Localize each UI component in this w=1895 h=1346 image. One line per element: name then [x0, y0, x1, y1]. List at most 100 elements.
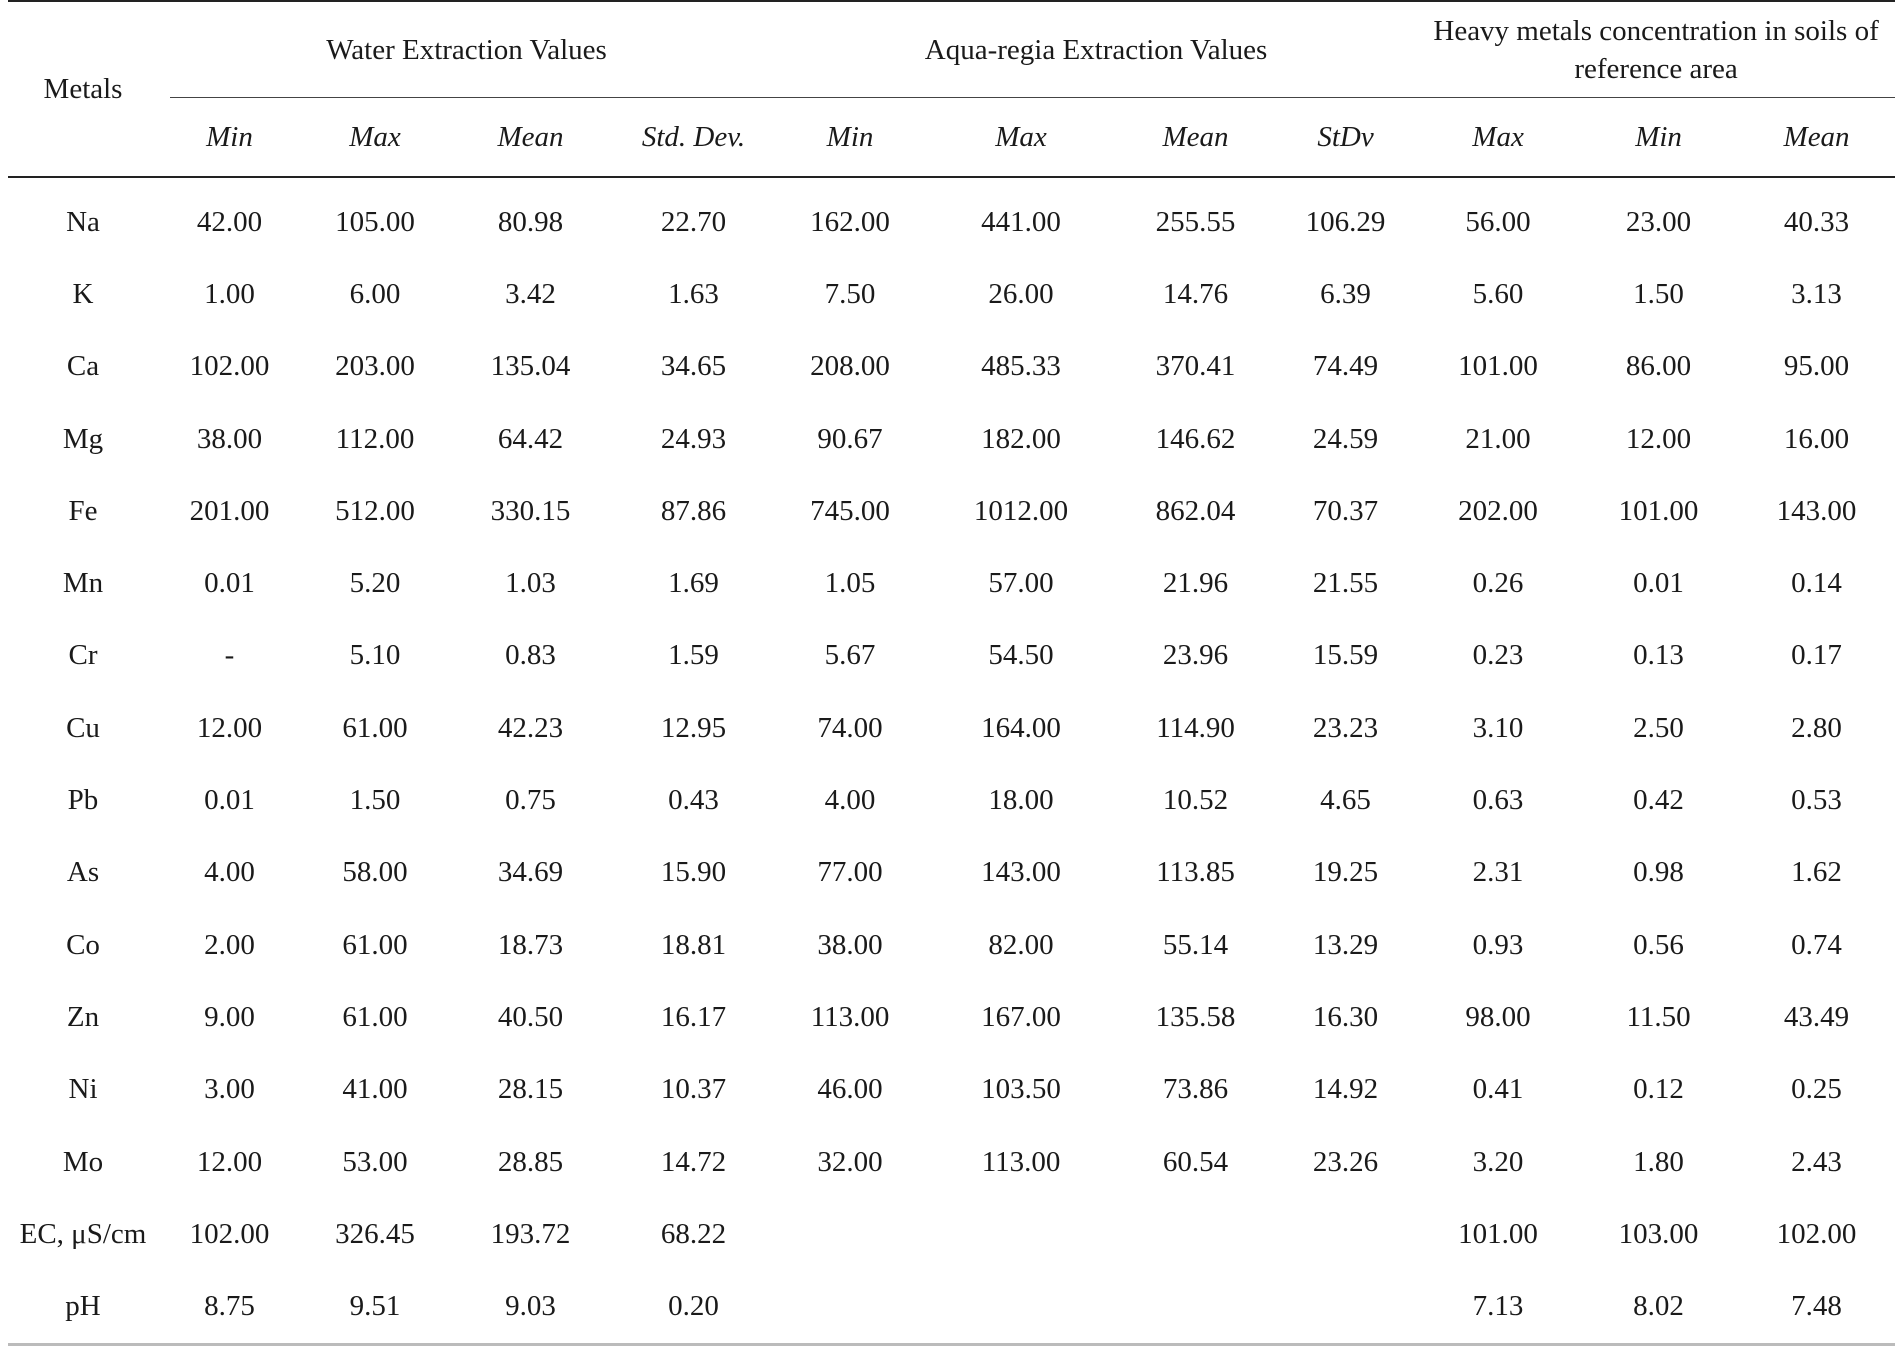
value-cell: 4.00 — [204, 856, 255, 889]
water-extraction-group-header: Water Extraction Values — [158, 0, 776, 99]
value-cell: 13.29 — [1312, 928, 1379, 961]
value-cell: 135.04 — [490, 350, 571, 383]
value-cell: 0.83 — [505, 639, 556, 672]
value-cell: 12.00 — [1625, 422, 1692, 455]
value-cell: 1.69 — [668, 567, 719, 600]
value-cell: 86.00 — [1625, 350, 1692, 383]
value-cell: 34.69 — [497, 856, 564, 889]
aqua-regia-group-header: Aqua-regia Extraction Values — [775, 0, 1418, 99]
table-body: Na 42.00 105.00 80.98 22.70 162.00 441.00 255.5… — [8, 177, 1895, 1346]
value-cell: 4.65 — [1320, 784, 1371, 817]
column-header: Std. Dev. — [641, 120, 746, 153]
value-cell: 370.41 — [1155, 350, 1236, 383]
value-cell: 105.00 — [335, 205, 415, 238]
value-cell: 74.00 — [817, 711, 883, 744]
header-row-groups: Metals Water Extraction Values Aqua-regi… — [8, 0, 1895, 177]
column-header: Mean — [1162, 120, 1229, 153]
value-cell: 0.01 — [204, 567, 255, 600]
table-row: Pb 0.01 1.50 0.75 0.43 4.00 18.00 10.52 4.65 0.63… — [8, 764, 1895, 836]
value-cell: 2.00 — [204, 928, 255, 961]
value-cell: 74.49 — [1312, 350, 1379, 383]
metal-name-cell: Mo — [62, 1145, 104, 1178]
value-cell: 0.01 — [204, 784, 255, 817]
value-cell: 41.00 — [342, 1073, 408, 1106]
value-cell: 23.00 — [1625, 205, 1692, 238]
value-cell: 18.73 — [497, 928, 564, 961]
metal-name-cell: As — [66, 856, 100, 889]
value-cell: 80.98 — [497, 205, 564, 238]
value-cell: 61.00 — [342, 928, 408, 961]
metal-name-cell: Mn — [62, 567, 104, 600]
value-cell: 60.54 — [1162, 1145, 1229, 1178]
value-cell: 77.00 — [817, 856, 883, 889]
value-cell: 38.00 — [817, 928, 883, 961]
value-cell: 862.04 — [1155, 494, 1236, 527]
value-cell: 57.00 — [988, 567, 1054, 600]
value-cell: 0.25 — [1791, 1073, 1842, 1106]
value-cell: 21.55 — [1312, 567, 1379, 600]
value-cell: 0.01 — [1633, 567, 1684, 600]
value-cell: 7.48 — [1738, 1270, 1895, 1346]
value-cell: 102.00 — [189, 1217, 270, 1250]
value-cell: 82.00 — [988, 928, 1054, 961]
value-cell: 114.90 — [1156, 711, 1235, 744]
value-cell: 0.23 — [1472, 639, 1524, 672]
table-row: K 1.00 6.00 3.42 1.63 7.50 26.00 14.76 6.39 5.60 1… — [8, 258, 1895, 330]
value-cell: 10.37 — [660, 1073, 727, 1106]
value-cell: 53.00 — [342, 1145, 408, 1178]
value-cell: 106.29 — [1305, 205, 1386, 238]
value-cell: 16.17 — [660, 1000, 727, 1033]
value-cell: 22.70 — [660, 205, 727, 238]
value-cell: 102.00 — [189, 350, 270, 383]
value-cell: 1.00 — [204, 277, 255, 310]
header-row-columns: Min Max Mean Std. Dev. Min Max Mean StDv… — [8, 98, 1895, 177]
value-cell: 0.20 — [612, 1270, 776, 1346]
value-cell: 0.17 — [1791, 639, 1842, 672]
value-cell: 55.14 — [1162, 928, 1229, 961]
value-cell: 9.51 — [301, 1270, 449, 1346]
value-cell: 14.72 — [660, 1145, 727, 1178]
value-cell: 143.00 — [1776, 494, 1857, 527]
value-cell: 0.26 — [1472, 567, 1524, 600]
value-cell: 102.00 — [1776, 1217, 1857, 1250]
column-header: Min — [1635, 120, 1682, 153]
table-row: Cr - 5.10 0.83 1.59 5.67 54.50 23.96 15.59 0.23 0.… — [8, 620, 1895, 692]
value-cell: 101.00 — [1458, 350, 1538, 383]
value-cell: 42.00 — [196, 205, 263, 238]
value-cell: 9.00 — [204, 1000, 255, 1033]
table-row: EC, μS/cm 102.00 326.45 193.72 68.22 101.00 10… — [8, 1198, 1895, 1270]
value-cell: 16.30 — [1312, 1000, 1379, 1033]
value-cell: 3.10 — [1472, 711, 1524, 744]
value-cell: 2.31 — [1472, 856, 1524, 889]
value-cell: 113.85 — [1156, 856, 1235, 889]
value-cell: 1.05 — [824, 567, 876, 600]
value-cell — [925, 1198, 1117, 1270]
value-cell: 1.63 — [668, 277, 719, 310]
table-row: Ca 102.00 203.00 135.04 34.65 208.00 485.33 370… — [8, 331, 1895, 403]
value-cell: 43.49 — [1783, 1000, 1850, 1033]
metals-column-header: Metals — [8, 0, 158, 177]
value-cell: 5.10 — [349, 639, 401, 672]
value-cell: 1012.00 — [973, 494, 1069, 527]
table-row: Co 2.00 61.00 18.73 18.81 38.00 82.00 55.14 13.2… — [8, 909, 1895, 981]
value-cell: 23.96 — [1162, 639, 1229, 672]
value-cell: 2.43 — [1791, 1145, 1842, 1178]
value-cell: 0.53 — [1791, 784, 1842, 817]
value-cell: 146.62 — [1155, 422, 1236, 455]
value-cell: 40.50 — [497, 1000, 564, 1033]
value-cell — [775, 1270, 926, 1346]
column-header: Min — [206, 120, 253, 153]
value-cell: 24.59 — [1312, 422, 1379, 455]
table-row: Ni 3.00 41.00 28.15 10.37 46.00 103.50 73.86 14.… — [8, 1054, 1895, 1126]
value-cell: 12.00 — [196, 711, 263, 744]
value-cell: 1.80 — [1633, 1145, 1684, 1178]
value-cell: 113.00 — [981, 1145, 1061, 1178]
column-header: Max — [349, 120, 401, 153]
value-cell: 12.95 — [660, 711, 727, 744]
value-cell: 203.00 — [335, 350, 415, 383]
value-cell: 18.00 — [988, 784, 1054, 817]
table-row: Mg 38.00 112.00 64.42 24.93 90.67 182.00 146.62… — [8, 403, 1895, 475]
column-header: StDv — [1317, 120, 1374, 153]
value-cell: 2.80 — [1791, 711, 1842, 744]
value-cell: 23.23 — [1312, 711, 1379, 744]
